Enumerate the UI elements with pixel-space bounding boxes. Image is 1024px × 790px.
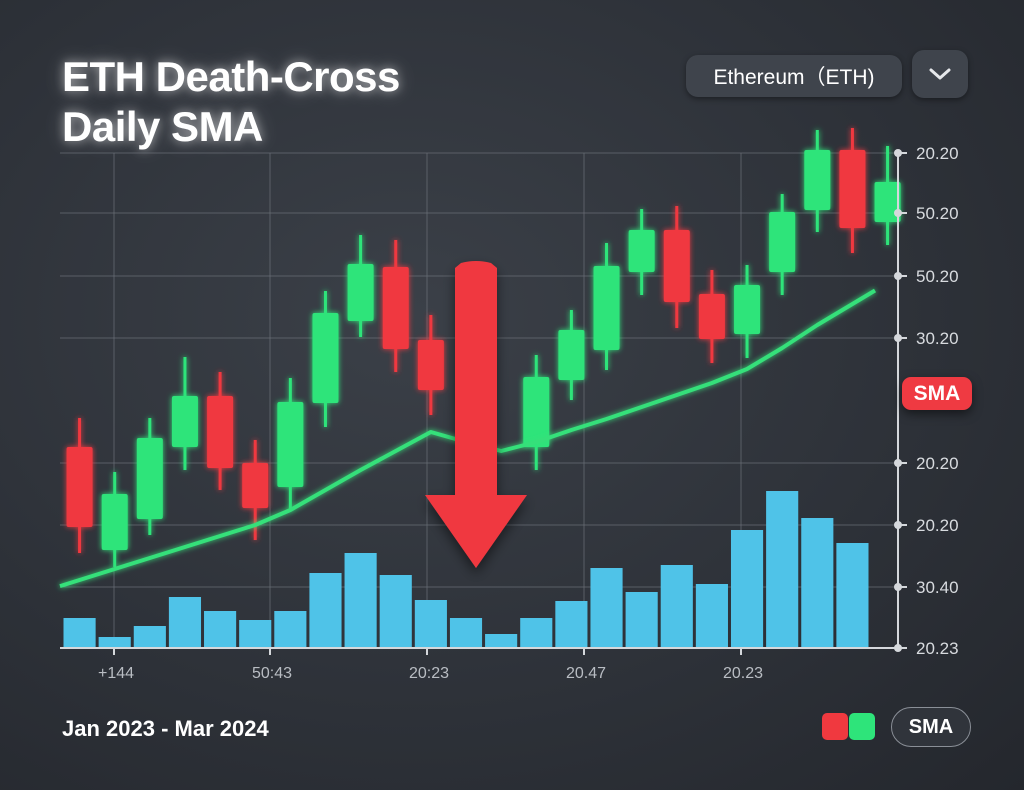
candle xyxy=(101,472,128,567)
volume-bar xyxy=(414,600,447,648)
volume-bar xyxy=(309,573,342,648)
candle xyxy=(593,243,620,370)
candle-body xyxy=(101,494,128,550)
x-tick-label: 20:23 xyxy=(409,665,449,682)
candle-body xyxy=(593,266,620,350)
candle xyxy=(839,128,866,253)
asset-select[interactable]: Ethereum（ETH) xyxy=(686,55,902,97)
candle xyxy=(207,372,234,490)
volume-bar xyxy=(695,584,728,648)
candle xyxy=(874,146,901,245)
candle-body xyxy=(523,377,550,447)
candle-body xyxy=(628,230,655,272)
candle xyxy=(558,310,585,400)
candle-body xyxy=(347,264,374,321)
candle-body xyxy=(136,438,163,519)
candle xyxy=(347,235,374,337)
legend-sma-toggle[interactable]: SMA xyxy=(891,707,971,747)
chevron-down-icon xyxy=(929,68,951,80)
candle xyxy=(171,357,198,470)
volume-bar xyxy=(660,565,693,648)
asset-dropdown-button[interactable] xyxy=(912,50,968,98)
title-line-2: Daily SMA xyxy=(62,103,263,150)
y-tick-label: 20.23 xyxy=(916,639,959,658)
candle xyxy=(769,194,796,295)
volume-bar xyxy=(449,618,483,648)
volume-bar xyxy=(730,530,764,648)
candle-body xyxy=(417,340,444,390)
candle-body xyxy=(874,182,901,222)
volume-bar xyxy=(836,543,869,648)
volume-bar xyxy=(766,491,799,648)
sma-level-tag: SMA xyxy=(902,377,972,410)
candle xyxy=(417,315,444,415)
candle xyxy=(523,355,550,470)
candle xyxy=(804,130,831,232)
candle-body xyxy=(558,330,585,380)
x-tick-label: +144 xyxy=(98,665,134,682)
candle xyxy=(663,206,690,328)
volume-bar xyxy=(98,637,131,648)
candle xyxy=(382,240,409,372)
y-tick-label: 20.20 xyxy=(916,516,959,535)
candle xyxy=(136,418,163,535)
candle-body xyxy=(769,212,796,272)
y-tick-label: 20.20 xyxy=(916,454,959,473)
volume-bar xyxy=(625,592,658,648)
volume-bar xyxy=(274,611,307,648)
candle-body xyxy=(207,396,234,468)
candle-body xyxy=(66,447,93,527)
candle xyxy=(66,418,93,553)
volume-bar xyxy=(344,553,377,648)
volume-bar xyxy=(520,618,553,648)
candle-body xyxy=(277,402,304,487)
volume-bar xyxy=(63,618,96,648)
title-line-1: ETH Death-Cross xyxy=(62,53,400,100)
candle-body xyxy=(171,396,198,447)
candle-body xyxy=(698,294,725,339)
candle-body xyxy=(839,150,866,228)
y-tick-label: 20.20 xyxy=(916,144,959,163)
candle xyxy=(312,291,339,427)
legend-up-swatch xyxy=(849,713,875,740)
volume-bar xyxy=(590,568,623,648)
candle-body xyxy=(382,267,409,349)
candle-body xyxy=(804,150,831,210)
candle-body xyxy=(312,313,339,403)
x-tick-label: 50:43 xyxy=(252,665,292,682)
candle xyxy=(277,378,304,510)
candle xyxy=(698,270,725,363)
volume-bar xyxy=(379,575,412,648)
volume-bar xyxy=(168,597,202,648)
chart-title: ETH Death-Cross Daily SMA xyxy=(62,52,400,152)
legend-down-swatch xyxy=(822,713,848,740)
y-tick-label: 30.20 xyxy=(916,329,959,348)
x-tick-label: 20.23 xyxy=(723,665,763,682)
candle xyxy=(628,209,655,295)
candle xyxy=(734,265,761,358)
volume-bar xyxy=(555,601,588,648)
candle-body xyxy=(663,230,690,302)
x-tick-label: 20.47 xyxy=(566,665,606,682)
candle-body xyxy=(242,463,269,508)
date-range-label: Jan 2023 - Mar 2024 xyxy=(62,716,269,741)
y-tick-label: 50.20 xyxy=(916,204,959,223)
candle-body xyxy=(734,285,761,334)
volume-bar xyxy=(801,518,834,648)
death-cross-down-arrow xyxy=(425,261,527,568)
volume-bar xyxy=(239,620,272,648)
volume-bar xyxy=(485,634,518,648)
volume-bar xyxy=(133,626,166,648)
y-tick-label: 50.20 xyxy=(916,267,959,286)
volume-bar xyxy=(204,611,237,648)
y-tick-label: 30.40 xyxy=(916,578,959,597)
